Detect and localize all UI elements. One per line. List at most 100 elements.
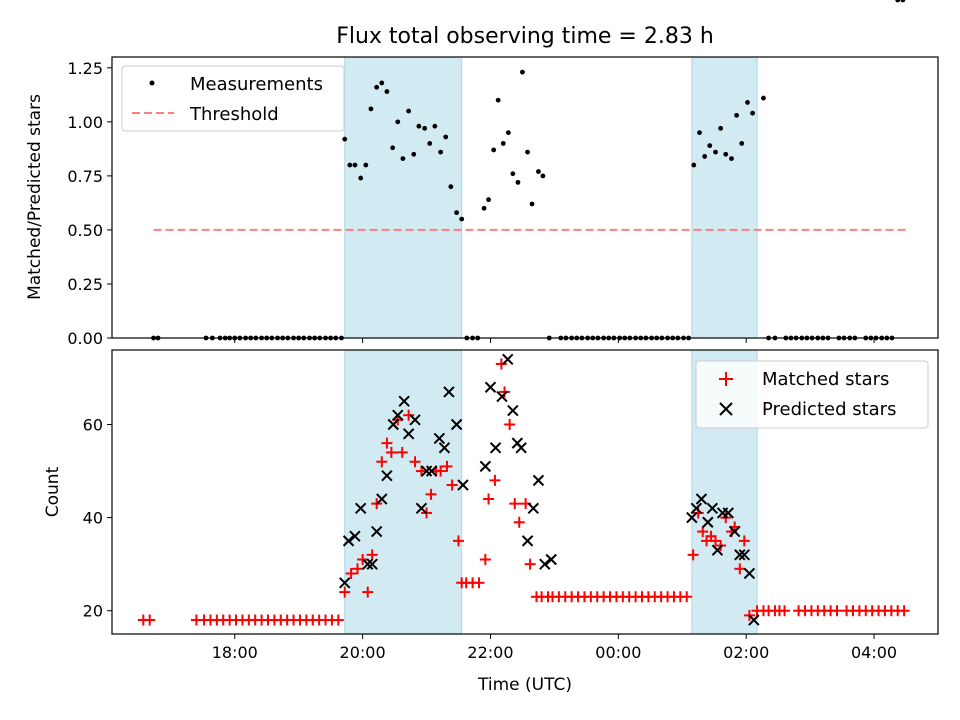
- predicted-star-point: [515, 442, 527, 454]
- measurement-point: [536, 169, 541, 174]
- matched-star-point: [473, 577, 485, 589]
- measurement-point: [520, 69, 525, 75]
- measurement-point: [395, 119, 401, 125]
- measurement-point: [495, 97, 501, 103]
- matched-star-point: [489, 474, 501, 486]
- legend-marker-predicted: [719, 402, 733, 416]
- observing-spans-count: [344, 349, 758, 635]
- chart-title: Flux total observing time = 2.83 h: [336, 24, 714, 49]
- observing-span-2: [691, 56, 758, 339]
- matched-star-point: [513, 516, 525, 528]
- matched-star-point: [504, 418, 516, 430]
- predicted-star-point: [349, 530, 361, 542]
- measurement-point: [750, 110, 755, 116]
- matched-star-point: [738, 535, 750, 547]
- ratio-panel: 0.00 0.25 0.50 0.75 1.00 1.25 Matched/Predict…: [25, 0, 939, 348]
- measurement-point: [432, 123, 438, 129]
- matched-star-point: [332, 614, 344, 626]
- measurement-point: [505, 130, 511, 136]
- measurement-point: [400, 156, 406, 161]
- predicted-star-point: [402, 428, 415, 440]
- predicted-star-points: [339, 353, 760, 626]
- measurement-point: [352, 162, 358, 168]
- measurement-point: [515, 179, 521, 185]
- y-tick-label: 1.25: [67, 59, 103, 78]
- ratio-y-axis: 0.00 0.25 0.50 0.75 1.00 1.25: [67, 59, 112, 348]
- predicted-star-point: [376, 493, 388, 505]
- measurement-point: [500, 141, 506, 146]
- legend-label-matched: Matched stars: [762, 369, 889, 390]
- matched-star-point: [376, 456, 388, 468]
- measurement-points: [151, 0, 906, 341]
- y-tick-label: 1.00: [67, 113, 103, 132]
- measurement-point: [368, 106, 374, 112]
- measurement-point: [363, 162, 369, 168]
- predicted-star-point: [370, 525, 383, 538]
- predicted-star-point: [527, 502, 540, 515]
- matched-star-point: [396, 446, 408, 458]
- matched-star-point: [479, 554, 491, 566]
- predicted-star-point: [387, 418, 400, 431]
- predicted-star-point: [443, 386, 455, 398]
- measurement-point: [448, 184, 454, 190]
- matched-star-point: [483, 493, 495, 505]
- measurement-point: [427, 141, 433, 146]
- time-x-axis: 18:00 20:00 22:00 00:00 02:00 04:00: [212, 634, 897, 662]
- predicted-star-point: [695, 493, 708, 505]
- measurement-point: [529, 201, 535, 207]
- measurement-point: [718, 125, 724, 131]
- predicted-star-point: [409, 414, 421, 426]
- measurement-point: [707, 143, 713, 149]
- predicted-star-point: [722, 507, 735, 519]
- x-axis-label: Time (UTC): [477, 675, 572, 695]
- predicted-star-point: [484, 381, 497, 393]
- measurement-point: [729, 156, 734, 161]
- measurement-point: [481, 205, 487, 211]
- matched-star-point: [362, 586, 374, 598]
- y-tick-label: 40: [83, 509, 103, 528]
- measurement-point: [374, 84, 380, 90]
- y-tick-label: 0.25: [67, 275, 103, 294]
- predicted-star-point: [438, 442, 451, 454]
- matched-star-point: [425, 488, 437, 500]
- measurement-point: [900, 0, 906, 3]
- measurement-point: [713, 149, 718, 155]
- observing-span-1: [344, 56, 463, 339]
- legend-marker-measurements: [149, 80, 155, 86]
- legend-label-predicted: Predicted stars: [762, 399, 896, 420]
- measurement-point: [697, 130, 702, 136]
- matched-star-point: [351, 563, 363, 575]
- predicted-star-point: [748, 614, 760, 626]
- predicted-star-point: [362, 558, 374, 570]
- measurement-point: [411, 151, 417, 157]
- ratio-legend: Measurements Threshold: [121, 65, 345, 132]
- measurement-point: [491, 147, 497, 153]
- measurement-point: [761, 95, 766, 101]
- predicted-star-point: [743, 567, 756, 580]
- matched-star-point: [409, 456, 421, 468]
- matched-star-point: [446, 479, 458, 491]
- ratio-y-label: Matched/Predicted stars: [25, 94, 45, 300]
- matched-star-point: [366, 549, 378, 561]
- x-tick-label: 20:00: [340, 643, 386, 662]
- count-y-axis: 20 40 60: [83, 415, 112, 621]
- matched-star-point: [453, 535, 465, 547]
- predicted-star-point: [450, 418, 463, 431]
- predicted-star-point: [415, 502, 428, 515]
- predicted-star-point: [392, 409, 404, 421]
- count-panel: 20 40 60 18:00 20:00 22:00 00:00 02:00 04:00 Co…: [43, 349, 939, 695]
- matched-star-point: [495, 358, 507, 370]
- x-tick-label: 18:00: [212, 643, 258, 662]
- measurement-point: [510, 171, 516, 177]
- legend-marker-matched: [719, 372, 733, 386]
- predicted-star-point: [479, 460, 492, 473]
- measurement-point: [438, 149, 444, 155]
- matched-star-points: [137, 358, 910, 626]
- measurement-point: [734, 112, 740, 118]
- legend-label-measurements: Measurements: [190, 74, 323, 95]
- predicted-star-point: [532, 474, 545, 487]
- count-y-label: Count: [43, 466, 63, 517]
- predicted-star-point: [507, 404, 519, 417]
- predicted-star-point: [711, 544, 724, 556]
- measurement-point: [384, 89, 390, 94]
